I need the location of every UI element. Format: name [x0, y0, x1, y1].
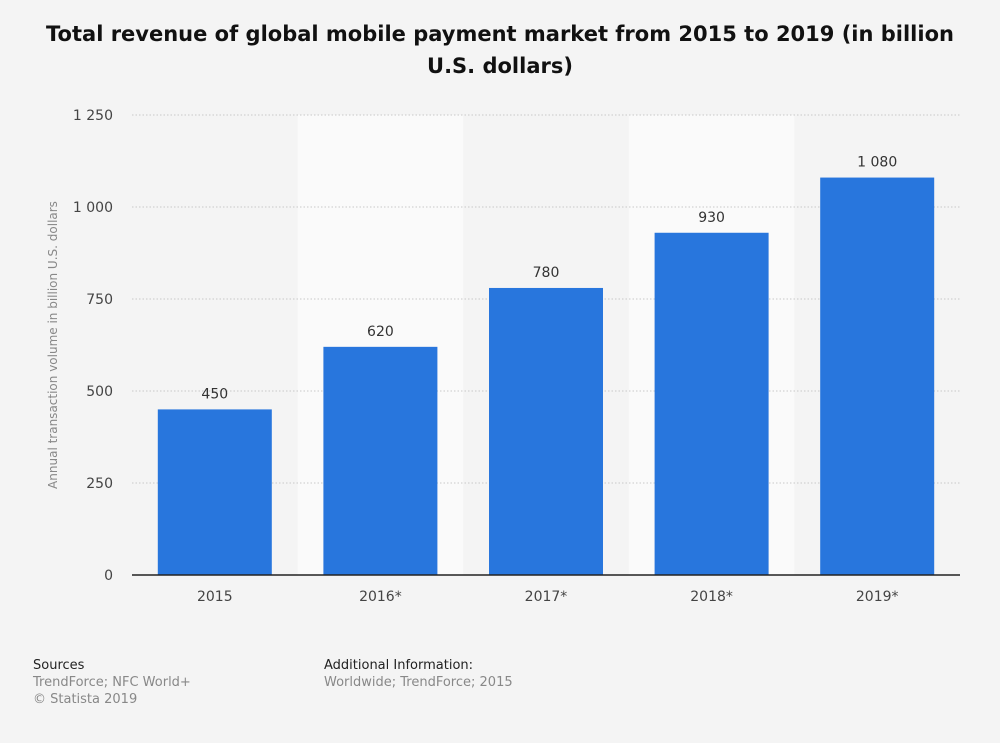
bar-value-label: 780 [533, 265, 560, 281]
x-tick-label: 2019* [856, 589, 899, 605]
bar [157, 409, 272, 575]
sources-line-1: TrendForce; NFC World+ [33, 675, 191, 690]
bar [654, 232, 769, 575]
additional-info-block: Additional Information: Worldwide; Trend… [324, 657, 513, 691]
additional-info-heading: Additional Information: [324, 658, 474, 673]
y-tick-label: 0 [104, 568, 113, 584]
sources-block: Sources TrendForce; NFC World+ © Statist… [33, 657, 191, 708]
y-tick-label: 1 000 [73, 200, 113, 216]
bar-value-label: 450 [201, 386, 228, 402]
bar [820, 177, 935, 575]
y-tick-label: 750 [86, 292, 113, 308]
chart-title: Total revenue of global mobile payment m… [46, 22, 954, 78]
bar-chart: 0 250 500 750 1 000 1 250 450 2015 620 2016* 780 20… [46, 108, 960, 605]
bar [489, 287, 603, 575]
bar-value-label: 930 [698, 210, 725, 226]
sources-line-2: © Statista 2019 [33, 692, 138, 707]
y-tick-label: 500 [86, 384, 113, 400]
y-tick-label: 250 [86, 476, 113, 492]
x-tick-label: 2015 [197, 589, 233, 605]
bar [323, 346, 438, 575]
x-tick-label: 2018* [690, 589, 733, 605]
y-axis-title: Annual transaction volume in billion U.S… [46, 201, 60, 489]
bar-value-label: 620 [367, 324, 394, 340]
x-tick-label: 2017* [525, 589, 568, 605]
y-tick-label: 1 250 [73, 108, 113, 124]
x-tick-label: 2016* [359, 589, 402, 605]
sources-heading: Sources [33, 658, 85, 673]
additional-info-text: Worldwide; TrendForce; 2015 [324, 675, 513, 690]
bar-value-label: 1 080 [857, 155, 897, 171]
